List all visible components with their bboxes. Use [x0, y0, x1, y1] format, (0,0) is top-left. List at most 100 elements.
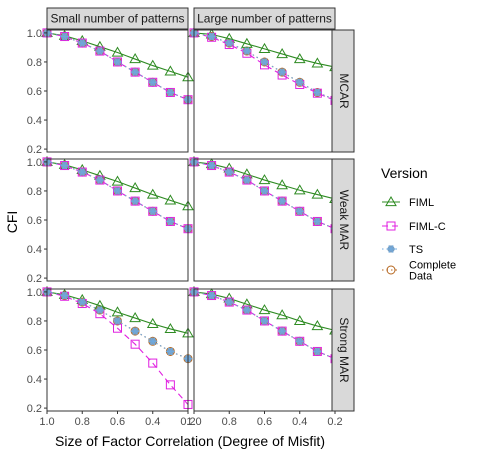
data-point: [146, 59, 159, 70]
strip-background: [46, 7, 189, 30]
data-point: [166, 88, 175, 97]
legend-entry: FIML: [382, 196, 434, 209]
data-point: [130, 197, 140, 206]
data-point: [129, 182, 141, 193]
data-point: [207, 161, 216, 170]
data-point: [293, 314, 306, 326]
data-point: [260, 187, 269, 195]
legend: Version FIML FIML-C TS Complete Data: [381, 165, 456, 283]
strip-background: [331, 158, 355, 282]
legend-label: Complete Data: [409, 260, 456, 283]
y-tick-label: 1.0: [27, 287, 42, 299]
data-point: [277, 68, 287, 77]
y-tick-label: 0.2: [27, 403, 42, 415]
series-line-fiml: [193, 32, 336, 68]
legend-key-marker: [386, 245, 396, 253]
data-point: [78, 39, 87, 47]
series-line-fiml: [46, 291, 189, 334]
data-point: [95, 47, 105, 55]
data-point: [78, 168, 87, 176]
data-point: [111, 306, 124, 317]
y-tick-label: 0.2: [27, 273, 42, 285]
legend-title: Version: [381, 165, 428, 181]
panel-background: [194, 30, 335, 152]
legend-key-marker: [386, 221, 396, 231]
data-point: [95, 176, 105, 184]
legend-key-marker: [385, 196, 397, 207]
data-point: [277, 327, 287, 336]
data-point: [129, 53, 141, 64]
data-point: [165, 380, 175, 390]
y-tick-label: 0.4: [27, 244, 42, 256]
y-tick-label: 0.8: [27, 57, 42, 69]
x-tick-label: 0.6: [110, 416, 125, 428]
data-point: [242, 47, 252, 55]
data-point: [111, 175, 124, 186]
data-point: [225, 298, 234, 306]
data-point: [258, 174, 271, 185]
series-line-fiml: [193, 161, 336, 200]
series-line-fiml: [193, 291, 336, 331]
data-point: [313, 88, 322, 97]
data-point: [78, 298, 87, 306]
data-point: [95, 306, 105, 314]
y-tick-label: 0.6: [27, 86, 42, 98]
x-tick-label: 1.0: [39, 416, 54, 428]
data-point: [295, 78, 304, 87]
data-point: [146, 317, 159, 328]
data-point: [225, 39, 234, 47]
x-tick-label: 0.2: [180, 416, 195, 428]
data-point: [241, 37, 253, 48]
data-point: [277, 197, 287, 206]
data-point: [311, 188, 324, 199]
data-point: [146, 188, 159, 199]
data-point: [148, 337, 157, 346]
series-line-fiml: [46, 32, 189, 78]
legend-key-marker: [386, 265, 396, 275]
row-strip-1: Weak MAR: [331, 158, 355, 282]
series-line-fiml: [46, 161, 189, 207]
data-point: [311, 57, 324, 68]
x-tick-label: 0.2: [327, 416, 342, 428]
row-strip-2: Strong MAR: [331, 288, 355, 412]
series-line-fiml-c: [193, 32, 336, 101]
strip-background: [193, 7, 336, 30]
strip-background: [331, 29, 355, 153]
y-tick-label: 0.4: [27, 115, 42, 127]
data-point: [113, 58, 122, 66]
data-point: [130, 327, 140, 336]
x-axis-title: Size of Factor Correlation (Degree of Mi…: [55, 433, 325, 449]
y-tick-label: 0.8: [27, 316, 42, 328]
legend-entry: TS: [382, 244, 423, 256]
data-point: [129, 312, 141, 323]
data-point: [148, 78, 157, 87]
data-point: [207, 32, 216, 41]
x-tick-label: 0.4: [292, 416, 307, 428]
panel-background: [47, 159, 188, 281]
row-strip-label: Strong MAR: [337, 317, 351, 383]
data-point: [60, 32, 69, 41]
x-tick-label: 0.8: [75, 416, 90, 428]
data-point: [148, 358, 158, 368]
strip-background: [331, 288, 355, 412]
legend-entry: Complete Data: [382, 260, 456, 283]
x-tick-label: 1.0: [186, 416, 201, 428]
col-strip-0: Small number of patterns: [46, 7, 189, 30]
row-strip-label: Weak MAR: [337, 190, 351, 251]
data-point: [60, 291, 69, 300]
panel-background: [47, 289, 188, 411]
data-point: [166, 347, 175, 356]
data-point: [242, 176, 252, 184]
data-point: [295, 337, 304, 346]
data-point: [258, 42, 271, 53]
y-tick-label: 0.6: [27, 345, 42, 357]
row-strip-label: MCAR: [337, 73, 351, 109]
legend-label: FIML: [409, 197, 434, 209]
y-tick-label: 1.0: [27, 28, 42, 40]
data-point: [311, 320, 324, 331]
col-strip-1: Large number of patterns: [193, 7, 336, 30]
data-point: [164, 322, 177, 334]
data-point: [148, 207, 157, 216]
data-point: [276, 309, 288, 320]
